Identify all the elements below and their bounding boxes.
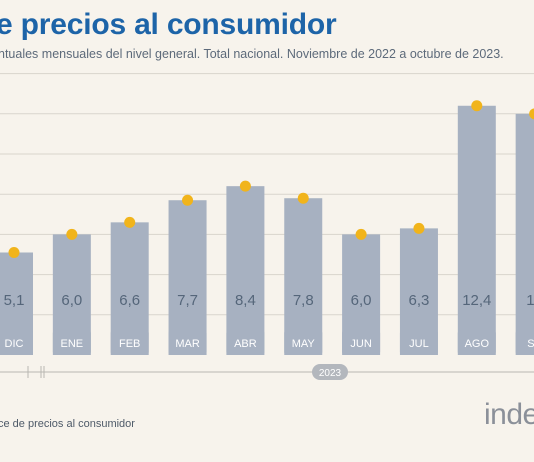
data-point-marker [8, 246, 20, 258]
data-point-marker [355, 228, 367, 240]
category-label: ENE [61, 338, 84, 350]
bar-chart: 5,1 DIC 6,0 ENE 6,6 FEB 7,7 MAR 8,4 ABR 7,8 MAY 6,0 J… [0, 73, 534, 380]
value-label: 6,6 [119, 292, 140, 309]
value-label: 7,7 [177, 292, 198, 309]
category-label-box [168, 330, 207, 355]
bar-se [515, 113, 534, 355]
category-label: ABR [234, 338, 257, 350]
value-label: 5,1 [4, 292, 25, 309]
category-label: FEB [119, 338, 140, 350]
value-label: 12 [526, 292, 534, 309]
data-point-marker [413, 222, 425, 234]
data-point-marker [239, 180, 251, 192]
bar-may [284, 198, 323, 355]
indec-logo: inde [484, 398, 534, 431]
category-label-box [515, 330, 534, 355]
category-label: SE [527, 338, 534, 350]
bar-abr [226, 186, 265, 355]
category-label: AGO [465, 338, 490, 350]
value-label: 12,4 [462, 292, 491, 309]
category-label: MAY [292, 338, 316, 350]
data-point-marker [529, 108, 534, 120]
value-label: 7,8 [293, 292, 314, 309]
bar-ago [457, 105, 496, 355]
value-label: 6,0 [351, 292, 372, 309]
category-label-box [0, 330, 33, 355]
source-note: ce de precios al consumidor [0, 418, 135, 430]
data-point-marker [297, 192, 309, 204]
value-label: 6,0 [61, 292, 82, 309]
category-label-box [110, 330, 149, 355]
chart-title: e precios al consumidor [0, 8, 337, 41]
data-point-marker [182, 194, 194, 206]
value-label: 8,4 [235, 292, 256, 309]
year-badge [312, 364, 348, 380]
category-label-box [226, 330, 265, 355]
category-label-box [342, 330, 381, 355]
year-label: 2023 [319, 368, 342, 379]
chart-subtitle: ntuales mensuales del nivel general. Tot… [0, 47, 504, 61]
category-label-box [284, 330, 323, 355]
category-label-box [52, 330, 91, 355]
value-label: 6,3 [409, 292, 430, 309]
category-label: MAR [175, 338, 200, 350]
category-label-box [399, 330, 438, 355]
category-label: DIC [5, 338, 24, 350]
category-label: JUL [409, 338, 429, 350]
data-point-marker [66, 228, 78, 240]
category-label: JUN [350, 338, 371, 350]
data-point-marker [124, 216, 136, 228]
data-point-marker [471, 100, 483, 112]
bar-mar [168, 200, 207, 355]
category-label-box [457, 330, 496, 355]
